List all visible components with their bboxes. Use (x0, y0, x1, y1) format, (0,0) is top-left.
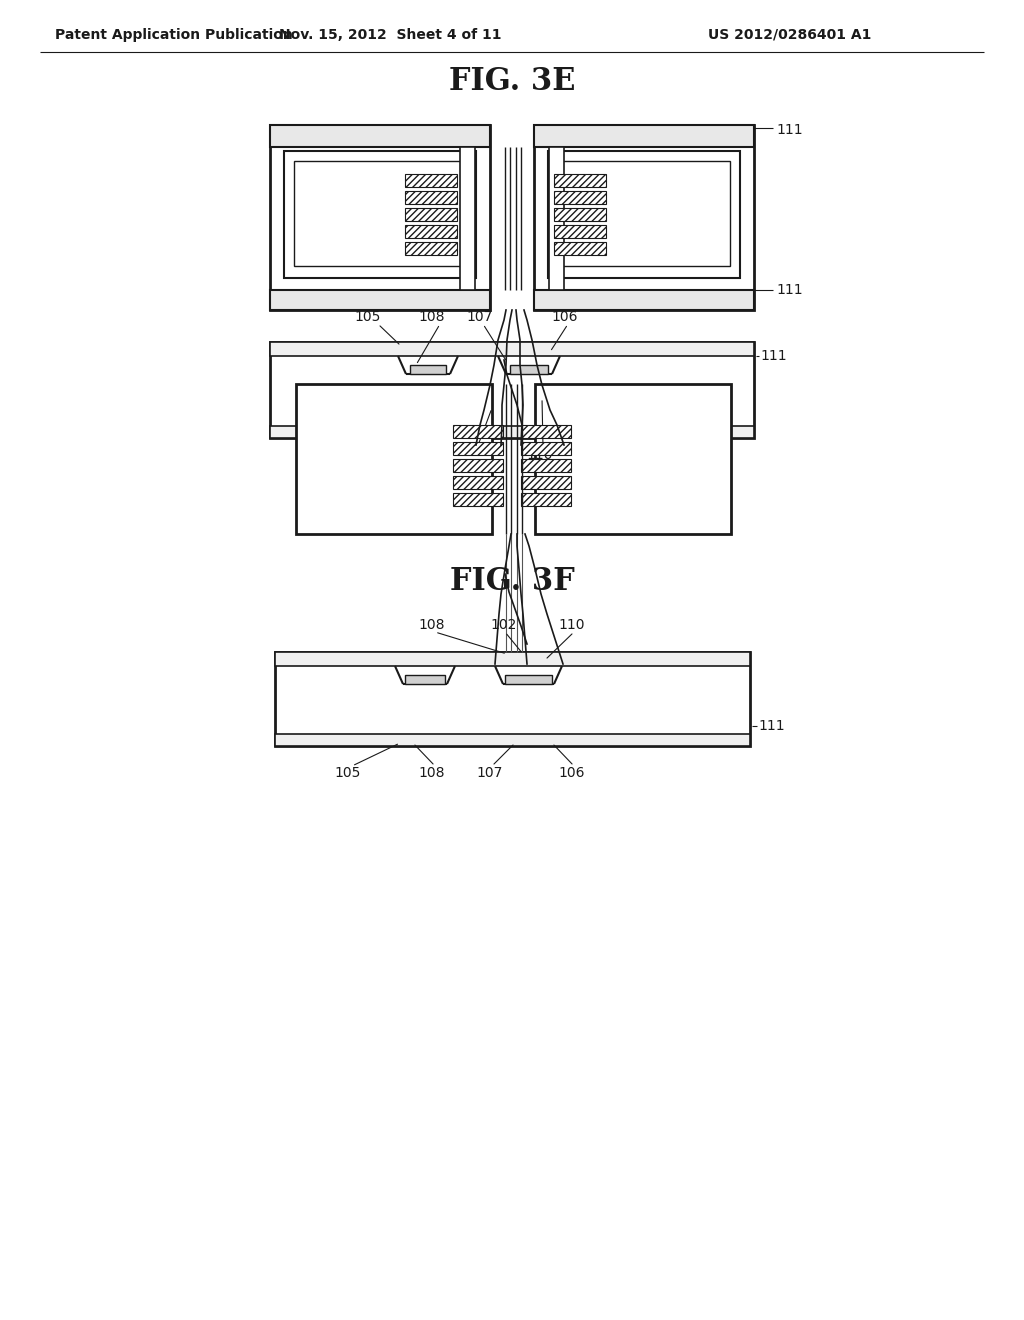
Text: US 2012/0286401 A1: US 2012/0286401 A1 (709, 28, 871, 42)
Bar (275, 652, 750, 667)
Text: 110: 110 (559, 618, 586, 632)
Text: 106: 106 (552, 310, 579, 323)
Bar (534, 125, 754, 147)
Bar (535, 384, 731, 535)
Text: 105: 105 (354, 310, 381, 323)
Bar (453, 442, 503, 455)
Bar (270, 125, 490, 147)
Bar (275, 734, 750, 746)
Text: 111: 111 (776, 282, 803, 297)
Bar (406, 675, 445, 684)
Bar (521, 459, 571, 473)
Bar (521, 442, 571, 455)
Bar (453, 425, 503, 438)
Text: 111: 111 (760, 348, 786, 363)
Bar (410, 366, 446, 374)
Bar (294, 161, 466, 267)
Bar (270, 342, 754, 356)
Bar (296, 384, 492, 535)
Bar (521, 477, 571, 488)
Text: 106: 106 (559, 766, 586, 780)
Text: Patent Application Publication: Patent Application Publication (55, 28, 293, 42)
Bar (406, 242, 457, 255)
Text: 102: 102 (490, 618, 517, 632)
Bar (270, 426, 754, 438)
Bar (554, 174, 606, 187)
Text: 105: 105 (335, 766, 361, 780)
Bar (549, 147, 564, 290)
Bar (554, 209, 606, 220)
Bar (284, 150, 476, 279)
Bar (548, 150, 740, 279)
Text: 111: 111 (758, 719, 784, 733)
Text: 108: 108 (419, 618, 445, 632)
Bar (406, 209, 457, 220)
Bar (275, 652, 750, 746)
Text: FIG. 3E: FIG. 3E (449, 66, 575, 98)
Bar (521, 492, 571, 506)
Bar (554, 224, 606, 238)
Bar (406, 224, 457, 238)
Bar (505, 675, 552, 684)
Bar (453, 477, 503, 488)
Bar (510, 366, 548, 374)
Text: 111: 111 (776, 123, 803, 137)
Text: 102: 102 (459, 458, 485, 473)
Text: 108: 108 (419, 310, 445, 323)
Bar (558, 161, 730, 267)
Text: Nov. 15, 2012  Sheet 4 of 11: Nov. 15, 2012 Sheet 4 of 11 (279, 28, 502, 42)
Bar (270, 342, 754, 438)
Text: 107: 107 (467, 310, 494, 323)
Text: FIG. 3F: FIG. 3F (450, 566, 574, 598)
Bar (534, 290, 754, 310)
Bar (554, 191, 606, 205)
Text: 110: 110 (526, 447, 553, 462)
Bar (406, 174, 457, 187)
Bar (460, 147, 475, 290)
Bar (270, 290, 490, 310)
Bar (406, 191, 457, 205)
Bar (270, 125, 490, 310)
Text: 108: 108 (419, 766, 445, 780)
Bar (554, 242, 606, 255)
Text: 107: 107 (477, 766, 503, 780)
Bar (534, 125, 754, 310)
Bar (521, 425, 571, 438)
Bar (453, 492, 503, 506)
Bar (453, 459, 503, 473)
